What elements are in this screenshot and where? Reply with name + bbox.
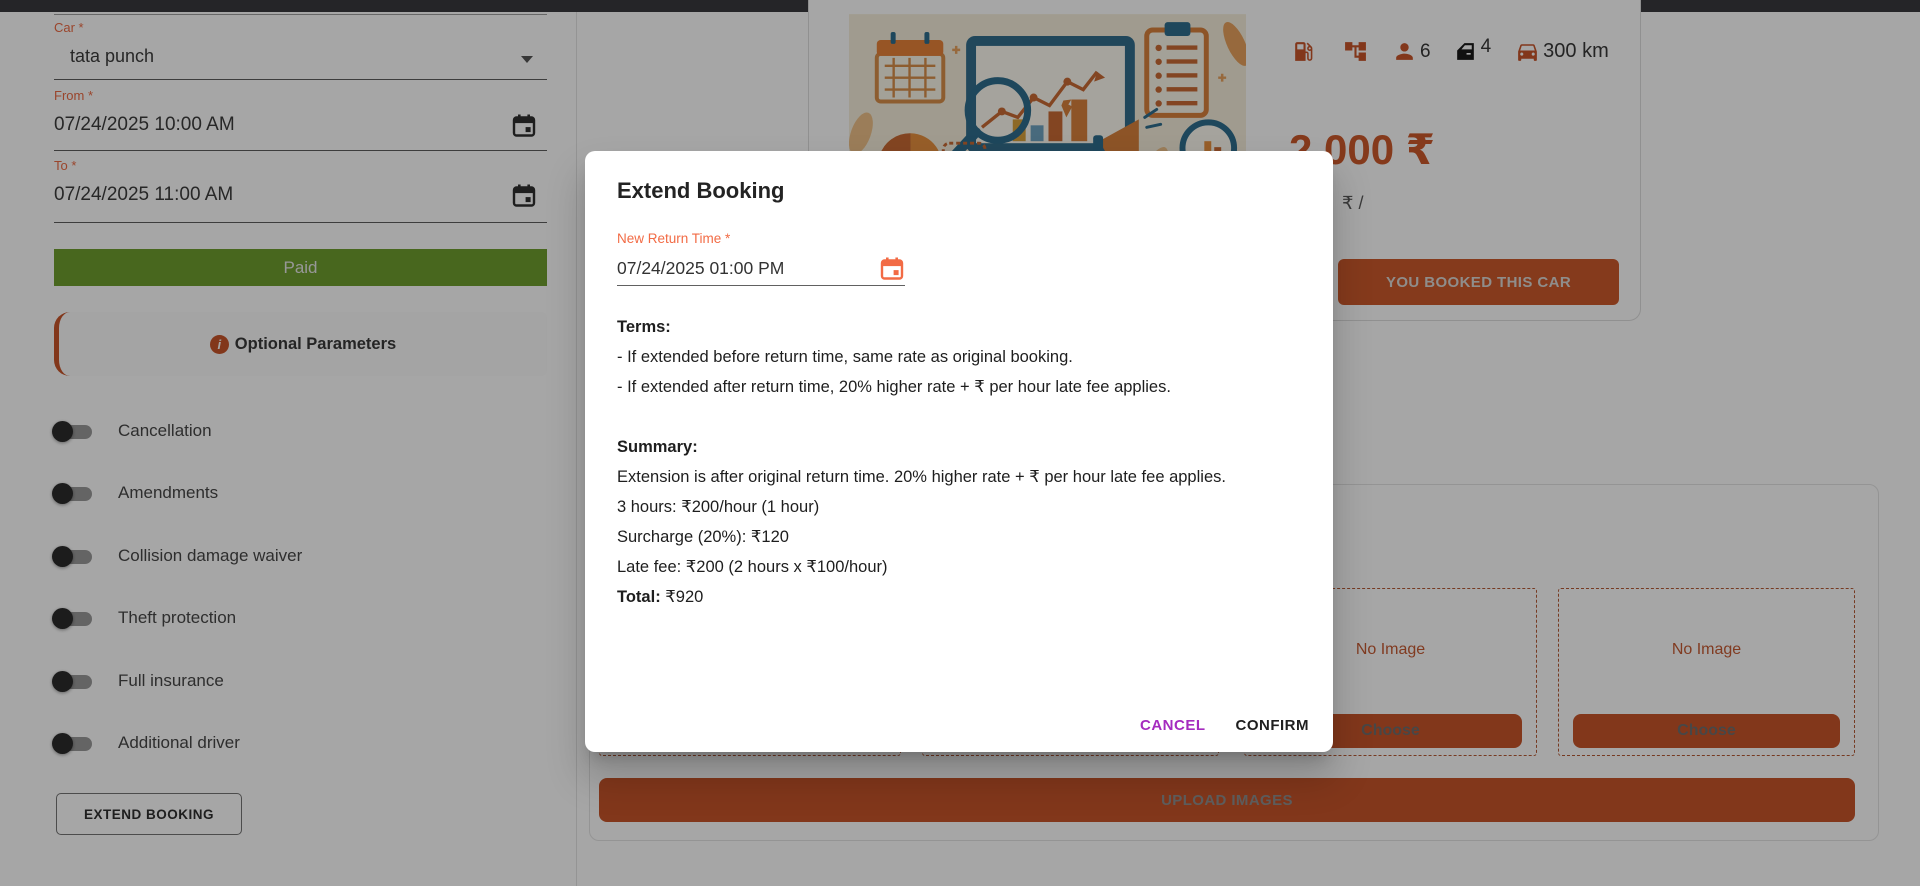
calendar-icon[interactable]: [879, 255, 905, 282]
you-booked-this-car-button[interactable]: YOU BOOKED THIS CAR: [1338, 259, 1619, 305]
toggle-label: Additional driver: [118, 733, 240, 752]
summary-line: 3 hours: ₹200/hour (1 hour): [617, 498, 820, 516]
fuel-pump-icon: [1295, 42, 1313, 61]
total-label: Total:: [617, 588, 661, 606]
image-upload-box: No Image Choose: [1244, 588, 1537, 756]
doors-count: 4: [1480, 35, 1492, 57]
terms-line: - If extended after return time, 20% hig…: [617, 378, 1171, 396]
cancel-button[interactable]: CANCEL: [1140, 717, 1206, 734]
terms-line: - If extended before return time, same r…: [617, 348, 1073, 366]
toggle-label: Amendments: [118, 483, 219, 502]
summary-line: Surcharge (20%): ₹120: [617, 528, 789, 546]
car-icon: [1518, 44, 1538, 61]
no-image-placeholder: No Image: [1355, 641, 1426, 658]
upload-images-button[interactable]: UPLOAD IMAGES: [599, 778, 1855, 822]
confirm-button[interactable]: CONFIRM: [1235, 717, 1309, 734]
terms-heading: Terms:: [617, 318, 671, 336]
new-return-time-label: New Return Time *: [617, 231, 731, 246]
total-value: ₹920: [660, 588, 704, 606]
car-field-label: Car *: [54, 20, 84, 35]
info-icon: i: [209, 334, 229, 354]
toggle-label: Collision damage waiver: [118, 546, 303, 565]
from-datetime-field[interactable]: From * 07/24/2025 10:00 AM: [54, 88, 547, 151]
no-image-placeholder: No Image: [1671, 641, 1742, 658]
extend-booking-button[interactable]: EXTEND BOOKING: [56, 793, 242, 835]
person-seats-icon: [1396, 43, 1413, 60]
extend-booking-dialog: Extend Booking New Return Time * 07/24/2…: [585, 151, 1333, 752]
car-door-icon: [1456, 43, 1474, 60]
image-upload-box: No Image Choose: [1558, 588, 1855, 756]
transmission-icon: [1345, 42, 1366, 61]
toggle-row-theft-protection: Theft protection: [52, 600, 454, 636]
toggle-row-full-insurance: Full insurance: [52, 663, 454, 699]
panel-divider: [576, 12, 577, 886]
input-underline: [54, 222, 547, 223]
car-field-value[interactable]: tata punch: [70, 46, 155, 66]
toggle-row-collision-damage-waiver: Collision damage waiver: [52, 538, 454, 574]
toggle-label: Cancellation: [118, 421, 212, 440]
dialog-title: Extend Booking: [617, 178, 785, 203]
new-return-time-value[interactable]: 07/24/2025 01:00 PM: [617, 258, 785, 278]
calendar-icon[interactable]: [511, 112, 537, 139]
mileage-value: 300 km: [1543, 40, 1609, 62]
summary-line: Extension is after original return time.…: [617, 468, 1226, 486]
dialog-actions: CANCEL CONFIRM: [1140, 717, 1309, 734]
cancellation-toggle[interactable]: [52, 420, 94, 442]
to-datetime-field[interactable]: To * 07/24/2025 11:00 AM: [54, 158, 547, 223]
full-insurance-toggle[interactable]: [52, 670, 94, 692]
optional-parameters-panel: i Optional Parameters: [54, 312, 547, 376]
calendar-icon[interactable]: [511, 182, 537, 209]
optional-parameters-title: Optional Parameters: [234, 334, 397, 353]
input-underline: [54, 79, 547, 80]
to-field-label: To *: [54, 158, 77, 173]
seats-count: 6: [1420, 40, 1431, 62]
divider: [54, 14, 547, 15]
summary-heading: Summary:: [617, 438, 698, 456]
additional-driver-toggle[interactable]: [52, 732, 94, 754]
collision-damage-waiver-toggle[interactable]: [52, 545, 94, 567]
from-field-label: From *: [54, 88, 93, 103]
booking-form-panel: Car * tata punch From * 07/24/2025 10:00…: [52, 0, 547, 886]
to-field-value[interactable]: 07/24/2025 11:00 AM: [54, 184, 234, 205]
summary-total-line: Total: ₹920: [617, 582, 1301, 612]
toggle-label: Full insurance: [118, 671, 224, 690]
theft-protection-toggle[interactable]: [52, 607, 94, 629]
price-unit-fragment: ₹ /: [1342, 193, 1364, 213]
paid-status-button[interactable]: Paid: [54, 249, 547, 286]
new-return-time-field[interactable]: 07/24/2025 01:00 PM: [617, 252, 905, 286]
chevron-down-icon[interactable]: [521, 56, 533, 63]
car-specs-row: 6 4 300 km: [1291, 35, 1609, 64]
toggle-row-amendments: Amendments: [52, 475, 454, 511]
input-underline: [54, 150, 547, 151]
amendments-toggle[interactable]: [52, 482, 94, 504]
summary-line: Late fee: ₹200 (2 hours x ₹100/hour): [617, 558, 888, 576]
toggle-row-additional-driver: Additional driver: [52, 725, 454, 761]
toggle-label: Theft protection: [118, 608, 237, 627]
choose-image-button[interactable]: Choose: [1573, 714, 1840, 748]
from-field-value[interactable]: 07/24/2025 10:00 AM: [54, 114, 235, 135]
toggle-row-cancellation: Cancellation: [52, 413, 454, 449]
car-select-field[interactable]: Car * tata punch: [54, 20, 547, 80]
